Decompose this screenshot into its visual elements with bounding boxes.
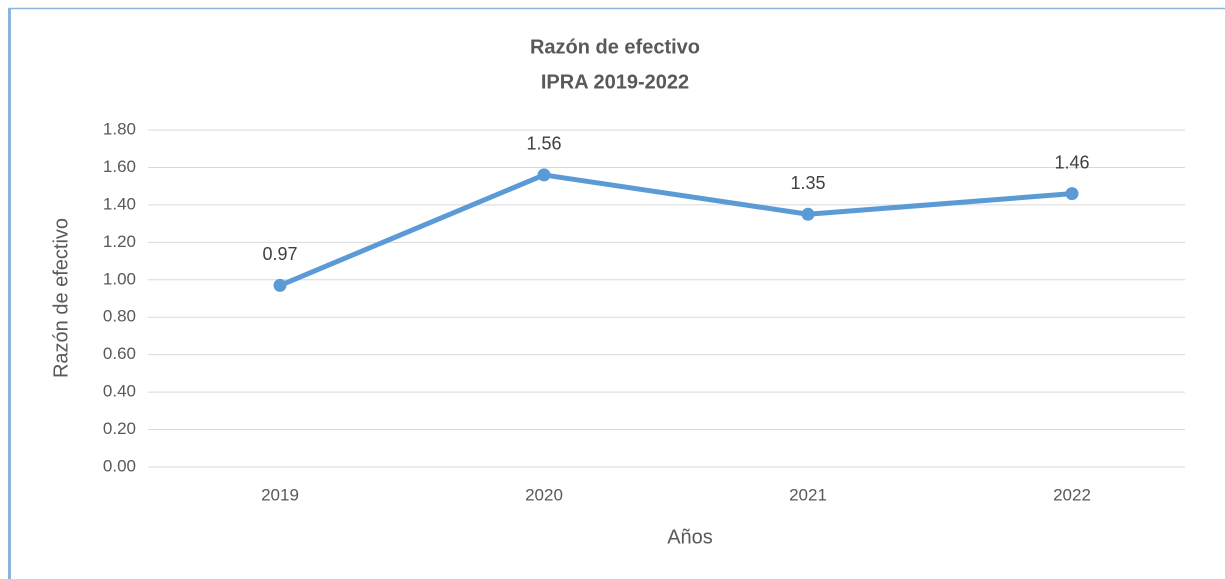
y-tick-label: 1.20 bbox=[103, 232, 136, 251]
y-tick-label: 0.80 bbox=[103, 307, 136, 326]
chart-subtitle: IPRA 2019-2022 bbox=[541, 71, 689, 93]
data-label: 0.97 bbox=[262, 244, 297, 264]
chart-frame bbox=[8, 7, 1225, 579]
y-axis-title: Razón de efectivo bbox=[50, 218, 72, 378]
data-point bbox=[273, 278, 287, 292]
y-tick-label: 1.60 bbox=[103, 157, 136, 176]
x-tick-label: 2020 bbox=[525, 485, 563, 504]
data-point bbox=[801, 207, 815, 221]
x-tick-label: 2019 bbox=[261, 485, 299, 504]
x-axis-title: Años bbox=[667, 526, 713, 548]
frame-left-edge bbox=[8, 8, 11, 579]
data-label: 1.46 bbox=[1054, 152, 1089, 172]
y-tick-label: 1.80 bbox=[103, 119, 136, 138]
y-tick-label: 0.20 bbox=[103, 419, 136, 438]
y-tick-label: 0.60 bbox=[103, 344, 136, 363]
x-tick-label: 2021 bbox=[789, 485, 827, 504]
y-tick-label: 0.00 bbox=[103, 456, 136, 475]
data-label: 1.35 bbox=[790, 173, 825, 193]
y-tick-label: 1.40 bbox=[103, 194, 136, 213]
chart-title: Razón de efectivo bbox=[530, 36, 700, 58]
x-tick-label: 2022 bbox=[1053, 485, 1091, 504]
data-line bbox=[277, 172, 1075, 288]
data-label: 1.56 bbox=[526, 134, 561, 154]
data-point bbox=[1065, 187, 1079, 201]
y-tick-label: 1.00 bbox=[103, 269, 136, 288]
y-tick-label: 0.40 bbox=[103, 382, 136, 401]
data-point bbox=[537, 168, 551, 182]
